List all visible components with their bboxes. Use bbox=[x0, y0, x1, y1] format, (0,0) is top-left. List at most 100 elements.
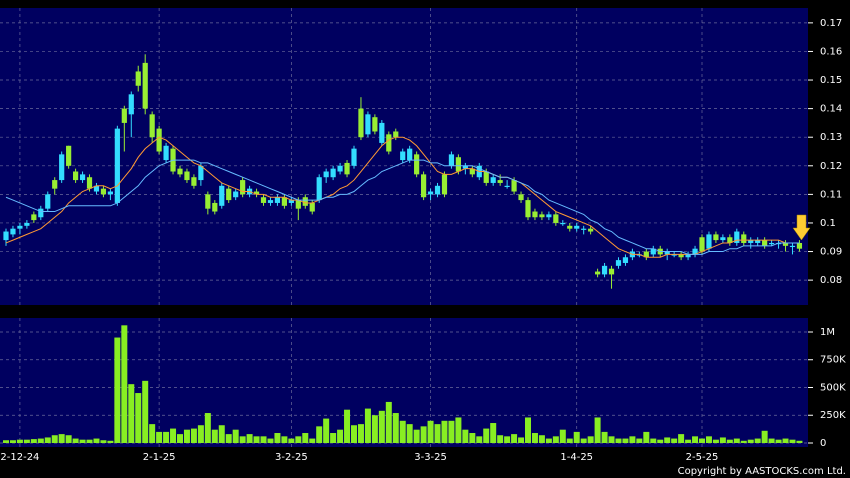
candle-body bbox=[212, 202, 218, 212]
volume-bar bbox=[204, 413, 211, 444]
candle-body bbox=[267, 200, 274, 203]
candle-body bbox=[121, 108, 127, 123]
candle-body bbox=[713, 234, 719, 241]
volume-bar bbox=[740, 440, 747, 444]
candle-body bbox=[400, 151, 406, 161]
volume-bar bbox=[490, 423, 497, 444]
volume-bar bbox=[246, 434, 253, 444]
volume-bar bbox=[441, 420, 448, 444]
volume-bar bbox=[295, 436, 302, 444]
x-tick-label: 2-12-24 bbox=[0, 452, 39, 463]
volume-bar bbox=[218, 425, 225, 444]
candle-body bbox=[79, 174, 86, 181]
y-tick-label: 500K bbox=[820, 382, 846, 393]
candle-body bbox=[441, 174, 448, 195]
volume-bar bbox=[93, 438, 100, 444]
candle-body bbox=[755, 240, 761, 243]
x-tick-label: 2-1-25 bbox=[143, 452, 176, 463]
candle-body bbox=[226, 188, 232, 201]
volume-bar bbox=[413, 429, 420, 444]
candle-body bbox=[163, 145, 169, 161]
x-tick-label: 2-5-25 bbox=[686, 452, 719, 463]
y-tick-label: 0.14 bbox=[820, 104, 842, 115]
x-tick-label: 3-3-25 bbox=[414, 452, 447, 463]
candle-body bbox=[483, 171, 489, 183]
volume-bar bbox=[316, 426, 323, 444]
volume-bar bbox=[232, 429, 239, 444]
volume-bar bbox=[643, 431, 650, 444]
volume-bar bbox=[469, 433, 476, 444]
volume-bar bbox=[330, 433, 337, 444]
volume-bar bbox=[692, 436, 699, 444]
candle-body bbox=[727, 237, 733, 243]
candle-body bbox=[86, 177, 93, 189]
volume-bar bbox=[142, 380, 149, 444]
candle-body bbox=[643, 251, 649, 258]
volume-bar bbox=[685, 439, 692, 444]
volume-bar bbox=[30, 439, 37, 444]
candle-body bbox=[692, 248, 698, 255]
candle-body bbox=[539, 214, 545, 218]
volume-bar bbox=[782, 438, 789, 444]
candle-body bbox=[142, 62, 148, 109]
candle-body bbox=[504, 185, 510, 187]
candle-body bbox=[253, 191, 260, 195]
latest-arrow bbox=[792, 214, 811, 241]
volume-bar bbox=[476, 436, 483, 444]
volume-bar bbox=[671, 438, 678, 444]
candle-body bbox=[414, 154, 420, 175]
volume-bar bbox=[190, 428, 197, 444]
volume-bar bbox=[726, 439, 733, 444]
volume-bar bbox=[170, 428, 177, 444]
volume-bar bbox=[552, 436, 559, 444]
volume-bar bbox=[719, 437, 726, 444]
volume-bar bbox=[615, 438, 622, 444]
volume-bar bbox=[23, 439, 30, 444]
volume-bar bbox=[323, 418, 330, 444]
volume-bar bbox=[239, 436, 246, 444]
volume-bar bbox=[705, 436, 712, 444]
volume-bar bbox=[253, 436, 260, 444]
volume-bar bbox=[768, 438, 775, 444]
volume-bar bbox=[664, 437, 671, 444]
volume-bar bbox=[211, 429, 218, 444]
candle-body bbox=[114, 128, 120, 203]
candle-body bbox=[309, 202, 315, 212]
y-tick-label: 250K bbox=[820, 410, 846, 421]
candle-body bbox=[330, 168, 336, 178]
candle-body bbox=[323, 171, 329, 178]
volume-bar bbox=[531, 433, 538, 444]
candle-body bbox=[462, 165, 468, 169]
volume-bar bbox=[351, 425, 357, 444]
y-tick-label: 0.08 bbox=[820, 275, 842, 286]
y-tick-label: 0.1 bbox=[820, 218, 836, 229]
candle-body bbox=[706, 234, 712, 249]
volume-bar bbox=[302, 433, 309, 444]
candle-body bbox=[240, 180, 246, 195]
volume-bar bbox=[371, 415, 378, 444]
volume-bar bbox=[427, 420, 434, 444]
candle-body bbox=[546, 214, 552, 218]
candle-body bbox=[59, 154, 65, 181]
volume-bar bbox=[559, 429, 566, 444]
volume-bar bbox=[156, 431, 163, 444]
candle-body bbox=[699, 237, 705, 252]
volume-bar bbox=[72, 438, 79, 444]
volume-bar bbox=[163, 431, 170, 444]
candle-body bbox=[52, 180, 58, 189]
volume-bar bbox=[378, 410, 385, 444]
candle-body bbox=[748, 240, 754, 243]
volume-bar bbox=[337, 429, 344, 444]
candle-body bbox=[789, 245, 796, 248]
candle-body bbox=[497, 180, 503, 183]
candle-body bbox=[66, 145, 72, 166]
candle-body bbox=[205, 194, 211, 209]
candle-body bbox=[372, 117, 378, 132]
candle-body bbox=[720, 237, 726, 241]
candle-body bbox=[664, 251, 670, 255]
x-tick-label: 1-4-25 bbox=[560, 452, 593, 463]
candle-body bbox=[574, 225, 580, 229]
candle-body bbox=[260, 197, 267, 203]
volume-bar bbox=[392, 413, 399, 444]
